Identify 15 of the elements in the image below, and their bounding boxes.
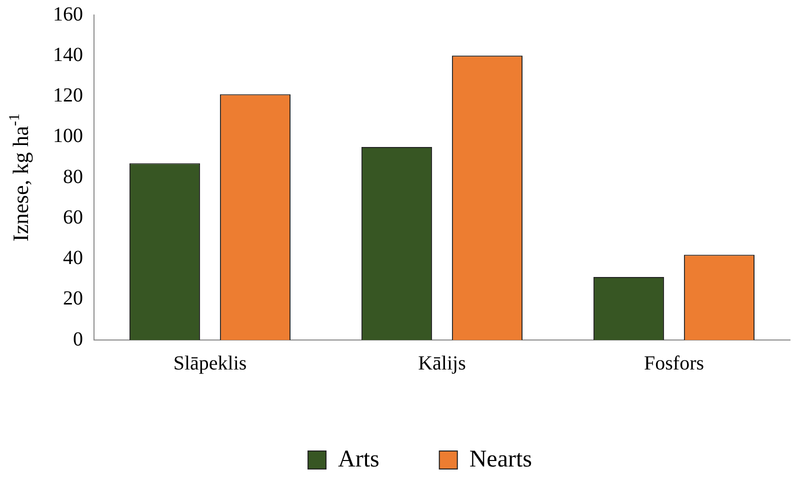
x-tick-label: Slāpeklis <box>173 352 247 374</box>
y-tick-label: 80 <box>63 166 83 188</box>
x-tick-label: Fosfors <box>644 352 704 374</box>
legend-label: Nearts <box>469 446 532 472</box>
x-tick-label: Kālijs <box>418 352 466 374</box>
y-tick-label: 60 <box>63 206 83 228</box>
y-tick-label: 160 <box>53 3 83 26</box>
y-tick-label: 40 <box>63 247 83 269</box>
y-tick-label: 20 <box>63 288 83 310</box>
y-axis-title: Iznese, kg ha-1 <box>7 114 33 242</box>
y-tick-label: 0 <box>73 328 83 350</box>
y-tick-label: 120 <box>53 84 83 106</box>
y-tick-label: 100 <box>53 125 83 148</box>
legend-label: Arts <box>338 446 380 472</box>
y-tick-label: 140 <box>53 44 83 66</box>
